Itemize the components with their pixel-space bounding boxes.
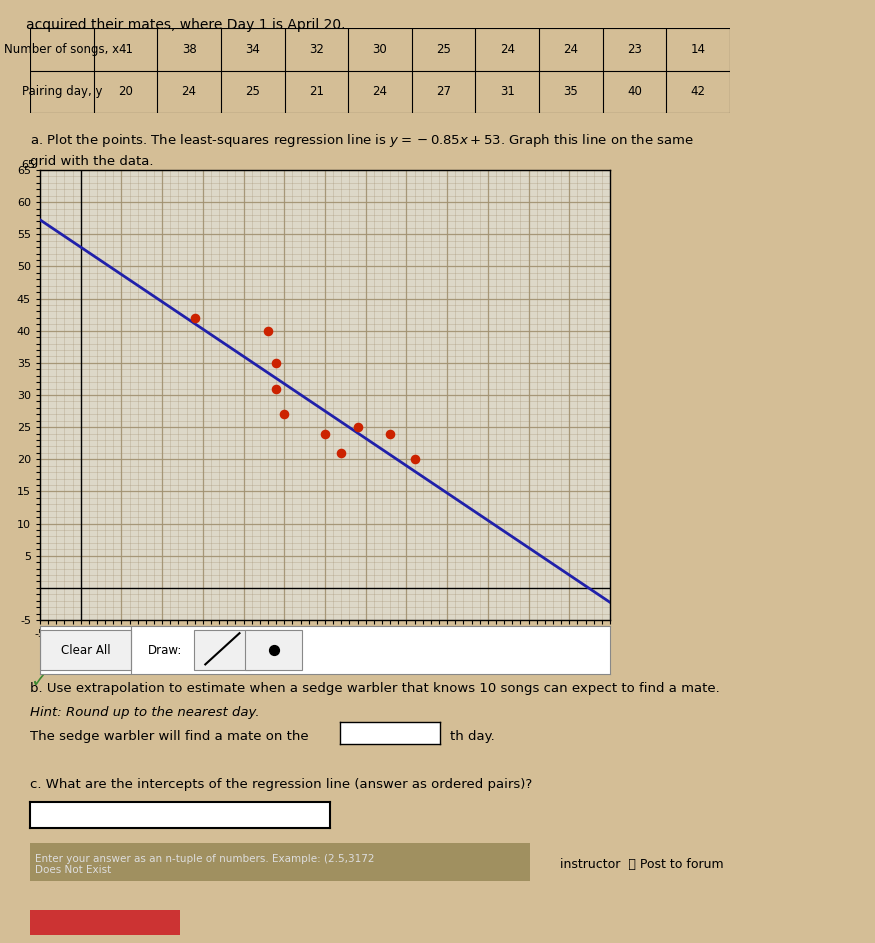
FancyBboxPatch shape	[245, 630, 302, 670]
Text: 30: 30	[373, 42, 388, 56]
Text: The sedge warbler will find a mate on the: The sedge warbler will find a mate on th…	[30, 730, 309, 743]
Text: 24: 24	[500, 42, 514, 56]
Text: ✓: ✓	[30, 672, 46, 691]
Text: 24: 24	[182, 85, 197, 98]
Point	[270, 381, 284, 396]
Text: 40: 40	[627, 85, 642, 98]
Text: 32: 32	[309, 42, 324, 56]
Text: Enter your answer as an n-tuple of numbers. Example: (2.5,3172: Enter your answer as an n-tuple of numbe…	[35, 853, 374, 864]
Text: Clear All: Clear All	[60, 643, 110, 656]
Text: 34: 34	[245, 42, 260, 56]
Text: 24: 24	[373, 85, 388, 98]
Point	[270, 356, 284, 371]
Point	[261, 323, 275, 339]
Text: 14: 14	[690, 42, 705, 56]
Text: 25: 25	[437, 42, 452, 56]
Text: 42: 42	[690, 85, 705, 98]
FancyBboxPatch shape	[40, 630, 131, 670]
Text: 38: 38	[182, 42, 197, 56]
Point	[188, 310, 202, 325]
Point	[408, 452, 422, 467]
Point	[277, 406, 291, 422]
Point	[351, 420, 365, 435]
Text: b. Use extrapolation to estimate when a sedge warbler that knows 10 songs can ex: b. Use extrapolation to estimate when a …	[30, 682, 720, 695]
Text: 20: 20	[118, 85, 133, 98]
Point	[318, 426, 332, 441]
Text: 27: 27	[436, 85, 452, 98]
Text: 41: 41	[118, 42, 133, 56]
Text: 21: 21	[309, 85, 324, 98]
Text: acquired their mates, where Day 1 is April 20.: acquired their mates, where Day 1 is Apr…	[26, 18, 346, 32]
Text: Pairing day, y: Pairing day, y	[22, 85, 102, 98]
Point	[334, 445, 348, 460]
Text: 35: 35	[564, 85, 578, 98]
Text: 25: 25	[245, 85, 260, 98]
Text: a. Plot the points. The least-squares regression line is $y = -0.85x + 53$. Grap: a. Plot the points. The least-squares re…	[30, 132, 694, 149]
Text: grid with the data.: grid with the data.	[30, 155, 153, 168]
Point	[383, 426, 397, 441]
Text: Number of songs, x: Number of songs, x	[4, 42, 119, 56]
Text: instructor  ⌸ Post to forum: instructor ⌸ Post to forum	[560, 858, 724, 871]
Text: Does Not Exist: Does Not Exist	[35, 866, 111, 875]
Text: 31: 31	[500, 85, 514, 98]
Text: 23: 23	[627, 42, 642, 56]
Text: th day.: th day.	[450, 730, 494, 743]
Point	[267, 642, 281, 657]
Text: Draw:: Draw:	[148, 643, 183, 656]
Text: Hint: Round up to the nearest day.: Hint: Round up to the nearest day.	[30, 706, 260, 719]
Text: 65: 65	[22, 160, 36, 170]
FancyBboxPatch shape	[194, 630, 251, 670]
Text: c. What are the intercepts of the regression line (answer as ordered pairs)?: c. What are the intercepts of the regres…	[30, 778, 532, 791]
Text: 24: 24	[564, 42, 578, 56]
